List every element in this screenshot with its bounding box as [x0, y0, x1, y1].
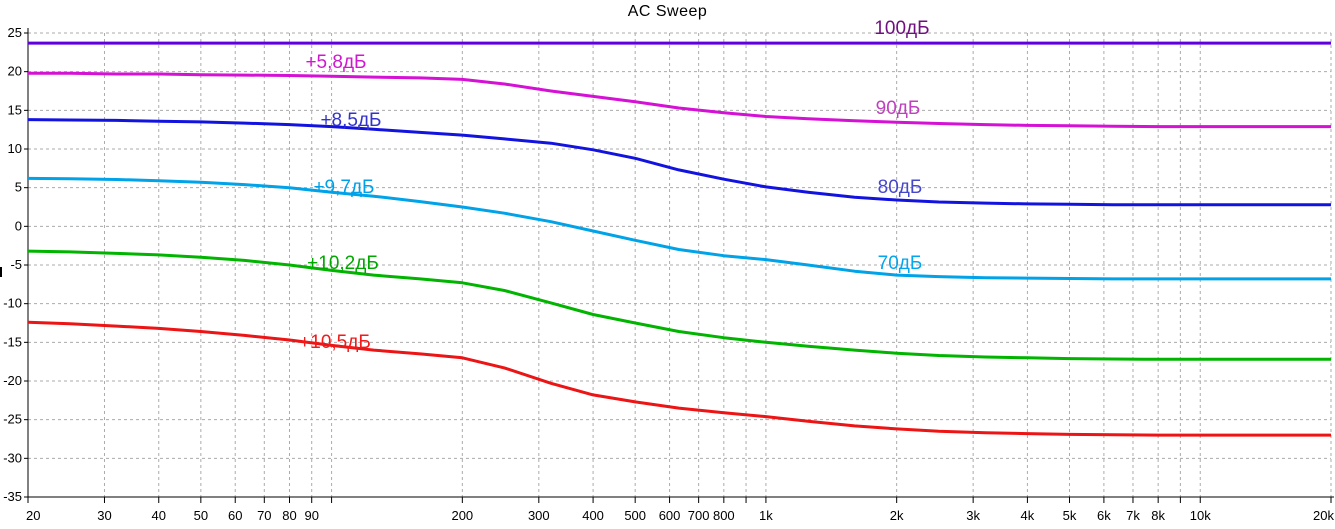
- curve-label: +5,8дБ: [305, 52, 366, 73]
- y-tick-label: 5: [15, 180, 22, 195]
- x-tick-label: 40: [152, 508, 166, 523]
- y-tick-label: -15: [3, 334, 22, 349]
- x-tick-label: 700: [688, 508, 710, 523]
- x-tick-label: 20: [26, 508, 40, 523]
- x-tick-label: 30: [97, 508, 111, 523]
- x-tick-label: 300: [528, 508, 550, 523]
- x-tick-label: 500: [624, 508, 646, 523]
- y-tick-label: 20: [8, 64, 22, 79]
- series-line-70дБ: [27, 176, 1331, 281]
- x-tick-label: 80: [282, 508, 296, 523]
- y-tick-label: 15: [8, 102, 22, 117]
- series-line-+10,2дБ: [27, 249, 1331, 361]
- y-tick-label: 10: [8, 141, 22, 156]
- series-line-+10,5дБ: [27, 320, 1331, 437]
- curve-label: 70дБ: [878, 253, 923, 274]
- y-tick-label: -30: [3, 450, 22, 465]
- y-tick-label: -5: [10, 257, 22, 272]
- x-tick-label: 70: [257, 508, 271, 523]
- series-line-90дБ: [28, 71, 1331, 129]
- chart-title: AC Sweep: [627, 3, 708, 20]
- x-tick-label: 600: [659, 508, 681, 523]
- x-tick-label: 5k: [1063, 508, 1077, 523]
- curve-label: +8,5дБ: [320, 110, 381, 131]
- y-tick-label: -20: [3, 373, 22, 388]
- y-axis-title-fragment: [0, 267, 2, 277]
- x-tick-label: 20k: [1313, 508, 1334, 523]
- curve-label: +9,7дБ: [313, 177, 374, 198]
- curve-label: +10,2дБ: [307, 253, 379, 274]
- x-tick-label: 10k: [1190, 508, 1211, 523]
- x-tick-label: 8k: [1151, 508, 1165, 523]
- x-tick-label: 800: [713, 508, 735, 523]
- x-tick-label: 2k: [890, 508, 904, 523]
- x-tick-label: 90: [304, 508, 318, 523]
- x-tick-label: 3k: [966, 508, 980, 523]
- y-tick-label: -25: [3, 412, 22, 427]
- x-tick-label: 6k: [1097, 508, 1111, 523]
- x-tick-label: 4k: [1021, 508, 1035, 523]
- x-tick-label: 400: [582, 508, 604, 523]
- curve-label: +10,5дБ: [299, 332, 371, 353]
- curve-label: 100дБ: [874, 18, 929, 39]
- y-tick-label: 0: [15, 218, 22, 233]
- series-line-80дБ: [27, 118, 1331, 207]
- x-tick-label: 1k: [759, 508, 773, 523]
- x-tick-label: 60: [228, 508, 242, 523]
- x-tick-label: 50: [194, 508, 208, 523]
- y-tick-label: 25: [8, 25, 22, 40]
- y-tick-label: -10: [3, 296, 22, 311]
- x-tick-label: 7k: [1126, 508, 1140, 523]
- x-tick-label: 200: [451, 508, 473, 523]
- curve-label: 90дБ: [876, 98, 921, 119]
- curve-label: 80дБ: [878, 177, 923, 198]
- y-tick-label: -35: [3, 489, 22, 504]
